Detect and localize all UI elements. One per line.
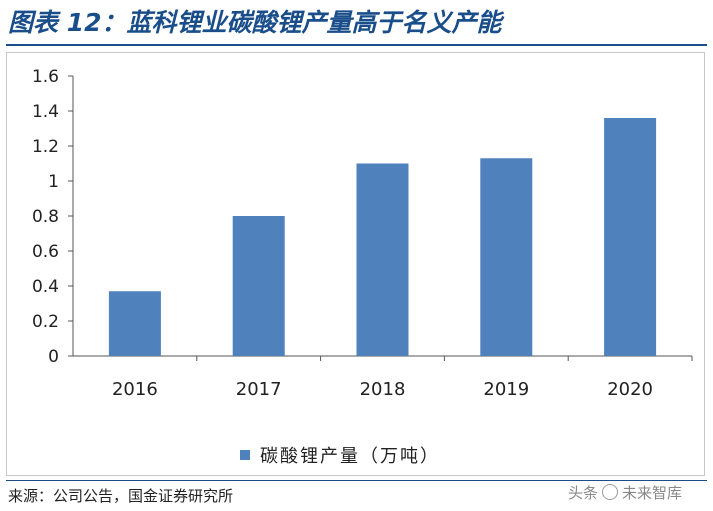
title-divider [6,44,707,46]
chart-legend: 碳酸锂产量（万吨） [240,443,440,467]
y-tick-label: 0.6 [32,242,59,262]
x-tick-label: 2019 [483,379,529,400]
watermark-logo-icon [602,484,619,500]
chart-frame [6,52,705,476]
x-tick-label: 2017 [236,379,282,400]
watermark: 头条 未来智库 [568,480,682,504]
bar [480,158,533,356]
source-note: 来源：公司公告，国金证券研究所 [8,487,234,505]
y-tick-label: 1.4 [32,102,59,122]
y-tick-label: 0 [48,347,59,367]
y-tick-label: 1.2 [32,137,59,157]
y-tick-label: 1 [48,172,59,192]
watermark-prefix: 头条 [568,483,599,502]
footer-divider [6,480,707,481]
y-tick-label: 0.4 [32,277,59,297]
legend-label: 碳酸锂产量（万吨） [260,446,440,467]
x-tick-label: 2016 [112,379,158,400]
watermark-brand: 未来智库 [622,483,683,502]
bar [232,216,285,356]
bar [604,118,657,356]
y-tick-label: 0.2 [32,312,59,332]
x-tick-label: 2018 [360,379,406,400]
legend-swatch [240,450,250,460]
bar [108,291,161,356]
y-tick-label: 0.8 [32,207,59,227]
x-tick-label: 2020 [607,379,653,400]
figure-title: 图表 12：蓝科锂业碳酸锂产量高于名义产能 [8,8,502,37]
y-tick-label: 1.6 [32,67,59,87]
bar [356,163,409,356]
